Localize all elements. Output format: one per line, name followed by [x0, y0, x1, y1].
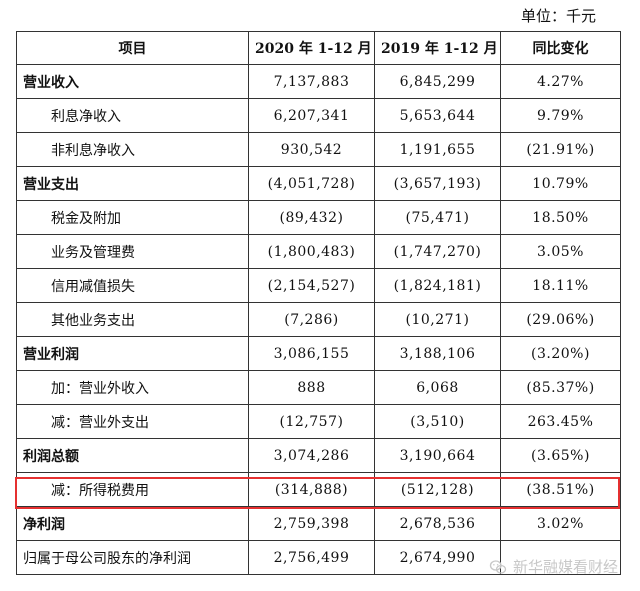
header-item: 项目	[16, 31, 249, 65]
row-label: 利润总额	[16, 438, 249, 473]
value-2019: (1,824,181)	[374, 268, 501, 303]
value-2019: 2,674,990	[374, 540, 501, 575]
value-2020: 888	[248, 370, 375, 405]
watermark: 新华融媒看财经	[489, 556, 618, 577]
value-2020: (7,286)	[248, 302, 375, 337]
row-label: 减：所得税费用	[16, 472, 249, 507]
value-2019: 6,068	[374, 370, 501, 405]
header-2020: 2020 年 1-12 月	[248, 31, 375, 65]
row-label: 信用减值损失	[16, 268, 249, 303]
value-2020: 7,137,883	[248, 64, 375, 99]
value-2020: (1,800,483)	[248, 234, 375, 269]
row-label: 营业支出	[16, 166, 249, 201]
header-2019: 2019 年 1-12 月	[374, 31, 501, 65]
value-2019: 3,190,664	[374, 438, 501, 473]
value-2020: 6,207,341	[248, 98, 375, 133]
value-2020: (314,888)	[248, 472, 375, 507]
value-yoy: 3.05%	[500, 234, 621, 269]
table-row: 利润总额 3,074,286 3,190,664 (3.65%)	[16, 438, 621, 473]
value-2019: 6,845,299	[374, 64, 501, 99]
value-2020: 3,086,155	[248, 336, 375, 371]
value-2019: 2,678,536	[374, 506, 501, 541]
value-yoy: (38.51%)	[500, 472, 621, 507]
value-yoy: 9.79%	[500, 98, 621, 133]
table-row: 加：营业外收入 888 6,068 (85.37%)	[16, 370, 621, 405]
row-label: 加：营业外收入	[16, 370, 249, 405]
value-yoy: (21.91%)	[500, 132, 621, 167]
table-row: 净利润 2,759,398 2,678,536 3.02%	[16, 506, 621, 541]
row-label: 非利息净收入	[16, 132, 249, 167]
value-2019: (10,271)	[374, 302, 501, 337]
value-2019: 5,653,644	[374, 98, 501, 133]
unit-label: 单位：千元	[520, 7, 596, 25]
value-yoy: 18.11%	[500, 268, 621, 303]
table-row: 非利息净收入 930,542 1,191,655 (21.91%)	[16, 132, 621, 167]
row-label: 其他业务支出	[16, 302, 249, 337]
value-2020: (4,051,728)	[248, 166, 375, 201]
value-yoy: 4.27%	[500, 64, 621, 99]
table-row: 减：所得税费用 (314,888) (512,128) (38.51%)	[16, 472, 621, 507]
row-label: 营业收入	[16, 64, 249, 99]
value-2020: 3,074,286	[248, 438, 375, 473]
value-2019: 3,188,106	[374, 336, 501, 371]
value-yoy: 18.50%	[500, 200, 621, 235]
value-yoy: 3.02%	[500, 506, 621, 541]
value-yoy: 263.45%	[500, 404, 621, 439]
watermark-text: 新华融媒看财经	[512, 558, 618, 576]
row-label: 利息净收入	[16, 98, 249, 133]
value-yoy: (3.65%)	[500, 438, 621, 473]
table-row: 营业利润 3,086,155 3,188,106 (3.20%)	[16, 336, 621, 371]
table-row: 其他业务支出 (7,286) (10,271) (29.06%)	[16, 302, 621, 337]
table-row: 利息净收入 6,207,341 5,653,644 9.79%	[16, 98, 621, 133]
row-label: 业务及管理费	[16, 234, 249, 269]
value-yoy: (85.37%)	[500, 370, 621, 405]
value-2020: 930,542	[248, 132, 375, 167]
value-yoy: 10.79%	[500, 166, 621, 201]
value-yoy	[500, 540, 621, 575]
income-statement-table: 项目 2020 年 1-12 月 2019 年 1-12 月 同比变化 营业收入…	[16, 31, 621, 575]
value-2019: (3,657,193)	[374, 166, 501, 201]
value-2019: (1,747,270)	[374, 234, 501, 269]
value-2020: 2,756,499	[248, 540, 375, 575]
wechat-icon	[489, 559, 507, 574]
row-label: 净利润	[16, 506, 249, 541]
row-label: 减：营业外支出	[16, 404, 249, 439]
table-row: 信用减值损失 (2,154,527) (1,824,181) 18.11%	[16, 268, 621, 303]
table-row: 业务及管理费 (1,800,483) (1,747,270) 3.05%	[16, 234, 621, 269]
table-row: 营业收入 7,137,883 6,845,299 4.27%	[16, 64, 621, 99]
value-yoy: (3.20%)	[500, 336, 621, 371]
value-2020: (89,432)	[248, 200, 375, 235]
table-row: 税金及附加 (89,432) (75,471) 18.50%	[16, 200, 621, 235]
value-yoy: (29.06%)	[500, 302, 621, 337]
value-2020: (2,154,527)	[248, 268, 375, 303]
value-2019: (512,128)	[374, 472, 501, 507]
row-label: 归属于母公司股东的净利润	[16, 540, 249, 575]
table-header-row: 项目 2020 年 1-12 月 2019 年 1-12 月 同比变化	[16, 31, 621, 65]
header-yoy: 同比变化	[500, 31, 621, 65]
value-2020: 2,759,398	[248, 506, 375, 541]
value-2020: (12,757)	[248, 404, 375, 439]
value-2019: 1,191,655	[374, 132, 501, 167]
table-row: 减：营业外支出 (12,757) (3,510) 263.45%	[16, 404, 621, 439]
row-label: 营业利润	[16, 336, 249, 371]
table-row: 营业支出 (4,051,728) (3,657,193) 10.79%	[16, 166, 621, 201]
table-row: 归属于母公司股东的净利润 2,756,499 2,674,990	[16, 540, 621, 575]
value-2019: (3,510)	[374, 404, 501, 439]
value-2019: (75,471)	[374, 200, 501, 235]
row-label: 税金及附加	[16, 200, 249, 235]
